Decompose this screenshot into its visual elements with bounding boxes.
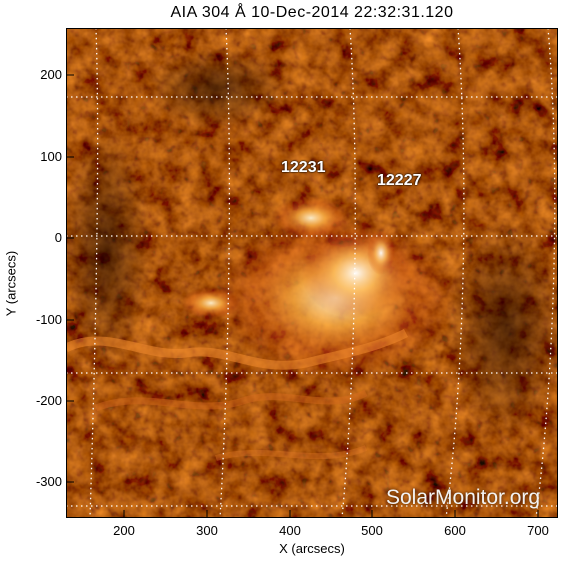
x-tick-label: 500 (361, 523, 383, 538)
plage-patch (271, 196, 351, 240)
watermark-solarmonitor: SolarMonitor.org (386, 486, 541, 509)
bright-network-lane (66, 328, 409, 370)
plage-patch (181, 287, 241, 319)
x-tick-label: 700 (527, 523, 549, 538)
x-tick-label: 300 (196, 523, 218, 538)
y-tick-label: 0 (54, 230, 62, 245)
active-region-label-12231: 12231 (281, 159, 326, 176)
bright-network-lane (215, 445, 368, 461)
active-region-label-12227: 12227 (377, 172, 422, 189)
x-tick-label: 400 (279, 523, 301, 538)
y-tick-label: -300 (35, 474, 62, 489)
dark-region (446, 218, 558, 438)
y-tick-label: 100 (40, 149, 62, 164)
dark-region (66, 128, 151, 368)
heliographic-grid (66, 28, 558, 518)
solar-image-canvas (66, 28, 558, 518)
x-tick-label: 600 (444, 523, 466, 538)
y-tick-label: -100 (35, 312, 62, 327)
plot-frame (66, 28, 558, 518)
y-tick-label: 200 (40, 67, 62, 82)
y-tick-label: -200 (35, 393, 62, 408)
y-axis-label: Y (arcsecs) (3, 250, 19, 317)
dark-region (146, 48, 286, 128)
x-tick-label: 200 (113, 523, 135, 538)
image-title: AIA 304 Å 10-Dec-2014 22:32:31.120 (170, 4, 454, 21)
solar-image: 12231 12227 SolarMonitor.org (66, 28, 558, 518)
bright-network-lane (94, 389, 368, 412)
active-region-core (301, 228, 411, 318)
axis-ticks (66, 74, 539, 518)
x-axis-label: X (arcsecs) (279, 541, 345, 556)
active-region-core (367, 231, 395, 275)
